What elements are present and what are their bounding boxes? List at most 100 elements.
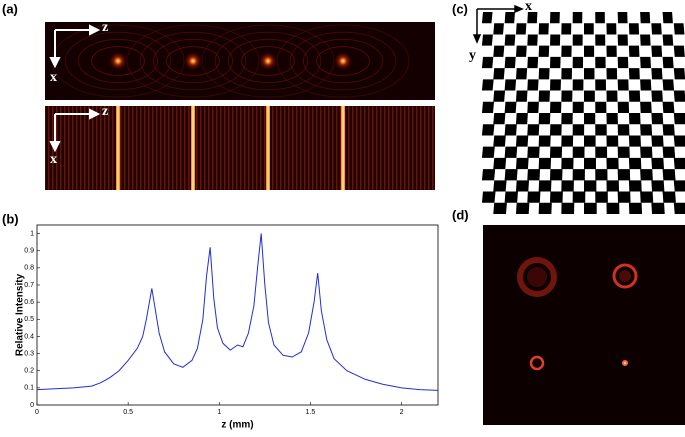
axis-name: z (102, 104, 108, 119)
diffraction-ring (91, 46, 145, 76)
y-tick-label: 0.1 (24, 385, 34, 392)
data-line (36, 233, 439, 391)
checker-square (606, 135, 619, 147)
focal-line (116, 106, 120, 190)
checker-square (481, 146, 495, 158)
checker-square (628, 157, 642, 170)
axis-name: x (50, 70, 57, 85)
diffraction-ring (241, 46, 295, 76)
checker-square (673, 90, 685, 102)
focal-spot (258, 51, 278, 71)
diffraction-ring (316, 46, 370, 76)
checkerboard (481, 12, 685, 215)
checker-square (572, 101, 584, 114)
checker-square (595, 34, 606, 46)
checker-square (584, 23, 594, 35)
checker-square (606, 180, 620, 192)
checker-square (651, 45, 663, 57)
y-tick-label: 0.6 (24, 299, 34, 306)
checker-square (628, 68, 640, 80)
checker-square (617, 191, 631, 203)
checker-square (662, 34, 674, 46)
y-tick-label: 0.4 (24, 333, 34, 340)
checker-square (640, 79, 652, 91)
checker-square (538, 113, 551, 125)
checker-square (538, 90, 550, 102)
checker-square (606, 90, 618, 102)
checker-square (481, 169, 496, 181)
checker-square (595, 124, 607, 136)
checker-square (673, 45, 685, 57)
axis-name: z (102, 20, 108, 35)
checker-square (561, 23, 572, 35)
x-tick-label: 0.5 (123, 409, 133, 416)
checker-square (651, 180, 665, 192)
checker-square (481, 56, 494, 69)
checker-square (673, 202, 685, 214)
checker-square (606, 45, 617, 57)
focal-line (191, 106, 195, 190)
checker-square (493, 135, 506, 147)
checker-square (640, 101, 652, 114)
checker-square (561, 135, 574, 147)
checker-square (538, 180, 552, 192)
checker-square (640, 169, 653, 181)
checker-square (584, 202, 597, 214)
checker-square (606, 23, 617, 35)
checker-square (572, 56, 584, 69)
checker-square (481, 101, 495, 114)
checker-square (515, 202, 530, 214)
y-tick-label: 0.3 (24, 350, 34, 357)
checker-square (481, 34, 493, 46)
checker-square (651, 202, 665, 214)
checker-square (481, 124, 495, 136)
y-tick-label: 1 (30, 230, 34, 237)
checker-square (572, 191, 586, 203)
axes-arrows (472, 4, 524, 44)
checker-square (617, 169, 631, 181)
checker-square (527, 124, 540, 136)
checker-square (515, 68, 528, 80)
checker-square (617, 124, 630, 136)
checker-square (527, 34, 538, 46)
checker-square (549, 101, 562, 114)
checker-square (606, 68, 618, 80)
checker-square (673, 135, 685, 147)
y-axis-label: Relative Intensity (15, 273, 26, 356)
y-tick-label: 0.2 (24, 368, 34, 375)
checker-square (595, 101, 607, 114)
checker-square (640, 34, 651, 46)
checker-square (595, 56, 606, 69)
checker-square (617, 101, 630, 114)
checker-square (617, 12, 628, 24)
checker-square (549, 34, 561, 46)
focal-spots (51, 24, 410, 98)
checker-square (662, 79, 675, 91)
focal-lines (116, 106, 345, 190)
checker-square (584, 113, 596, 125)
checker-square (527, 169, 541, 181)
diffraction-ring (289, 31, 397, 91)
axis-name: x (50, 152, 57, 167)
checker-square (561, 113, 573, 125)
checker-square (549, 79, 561, 91)
checker-square (628, 113, 641, 125)
checker-square (628, 90, 641, 102)
checker-square (584, 135, 596, 147)
checker-square (606, 157, 619, 170)
checker-square (549, 169, 563, 181)
checker-square (584, 68, 595, 80)
axes-arrows (49, 24, 101, 153)
checker-square (527, 12, 538, 24)
checker-square (481, 79, 494, 91)
checker-square (561, 180, 574, 192)
checker-square (572, 169, 585, 181)
diffraction-ring (276, 24, 410, 98)
checker-square (538, 135, 551, 147)
checker-square (515, 113, 528, 125)
checker-square (628, 23, 640, 35)
checker-square (572, 34, 583, 46)
checker-square (527, 101, 539, 114)
checker-square (651, 68, 663, 80)
